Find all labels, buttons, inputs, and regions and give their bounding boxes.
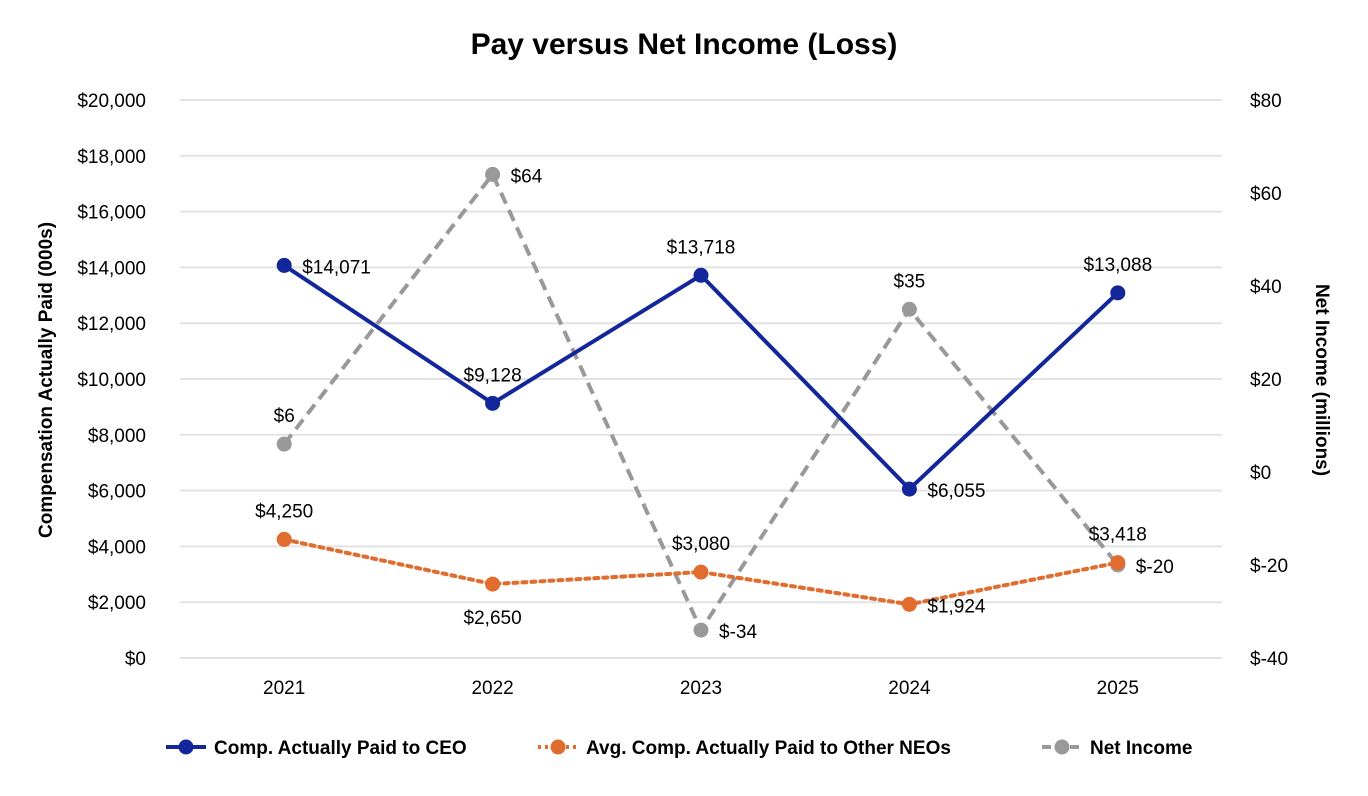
x-axis-ticks: 2021 2022 2023 2024 2025	[263, 678, 1139, 699]
right-tick-label: $60	[1250, 184, 1282, 205]
left-tick-label: $4,000	[88, 537, 146, 558]
x-tick-label: 2023	[680, 678, 722, 699]
right-tick-label: $-40	[1250, 649, 1288, 670]
data-label: $3,418	[1089, 525, 1147, 546]
data-point	[1110, 555, 1126, 571]
legend-swatch-marker	[178, 739, 194, 755]
legend-item: Comp. Actually Paid to CEO	[166, 738, 467, 759]
data-label: $9,128	[464, 365, 522, 386]
data-labels-layer: $6 $64 $-34 $35 $-20 $4,250 $2,650 $3,080 $1,924…	[255, 166, 1174, 643]
legend-swatch-marker	[550, 739, 566, 755]
data-point	[693, 267, 709, 283]
right-tick-label: $40	[1250, 277, 1282, 298]
data-label: $6,055	[927, 481, 985, 502]
legend-label: Comp. Actually Paid to CEO	[214, 738, 467, 759]
left-tick-label: $2,000	[88, 593, 146, 614]
data-label: $14,071	[302, 257, 371, 278]
data-point	[901, 301, 917, 317]
legend-item: Avg. Comp. Actually Paid to Other NEOs	[538, 738, 951, 759]
left-tick-label: $8,000	[88, 426, 146, 447]
data-label: $6	[274, 406, 295, 427]
data-label: $64	[511, 166, 543, 187]
legend-label: Avg. Comp. Actually Paid to Other NEOs	[586, 738, 951, 759]
data-label: $-20	[1136, 557, 1174, 578]
data-label: $35	[894, 271, 926, 292]
data-label: $-34	[719, 622, 757, 643]
data-point	[901, 481, 917, 497]
left-tick-label: $12,000	[77, 314, 146, 335]
data-label: $13,088	[1083, 255, 1152, 276]
data-point	[276, 257, 292, 273]
left-tick-label: $10,000	[77, 370, 146, 391]
x-tick-label: 2021	[263, 678, 305, 699]
legend-label: Net Income	[1090, 738, 1192, 759]
right-tick-label: $-20	[1250, 556, 1288, 577]
right-axis-label: Net Income (millions)	[1311, 284, 1332, 476]
data-point	[1110, 285, 1126, 301]
legend: Comp. Actually Paid to CEO Avg. Comp. Act…	[166, 738, 1192, 759]
x-tick-label: 2024	[888, 678, 931, 699]
right-tick-label: $80	[1250, 91, 1282, 112]
data-point	[485, 166, 501, 182]
left-tick-label: $14,000	[77, 258, 146, 279]
series-0	[276, 257, 1126, 497]
data-point	[276, 436, 292, 452]
legend-item: Net Income	[1042, 738, 1192, 759]
left-tick-label: $20,000	[77, 91, 146, 112]
left-tick-label: $18,000	[77, 147, 146, 168]
data-label: $4,250	[255, 501, 313, 522]
right-tick-label: $20	[1250, 370, 1282, 391]
data-point	[901, 596, 917, 612]
data-label: $2,650	[464, 608, 522, 629]
data-point	[485, 576, 501, 592]
data-label: $13,718	[667, 237, 736, 258]
data-label: $3,080	[672, 534, 730, 555]
left-tick-label: $0	[125, 649, 146, 670]
left-tick-label: $6,000	[88, 482, 146, 503]
legend-swatch-marker	[1054, 739, 1070, 755]
series-line	[283, 263, 1120, 492]
series-1	[276, 531, 1126, 612]
chart-title: Pay versus Net Income (Loss)	[471, 28, 898, 61]
data-point	[276, 531, 292, 547]
series-layer	[276, 166, 1126, 638]
left-axis-ticks: $0 $2,000 $4,000 $6,000 $8,000 $10,000 $12,000…	[77, 91, 146, 670]
gridlines	[180, 99, 1222, 659]
x-tick-label: 2022	[471, 678, 513, 699]
data-label: $1,924	[927, 596, 986, 617]
right-tick-label: $0	[1250, 463, 1271, 484]
data-point	[485, 395, 501, 411]
data-point	[693, 564, 709, 580]
data-point	[693, 622, 709, 638]
x-tick-label: 2025	[1097, 678, 1139, 699]
left-tick-label: $16,000	[77, 203, 146, 224]
right-axis-ticks: $-40 $-20 $0 $20 $40 $60 $80	[1250, 91, 1288, 670]
series-2	[276, 166, 1126, 638]
left-axis-label: Compensation Actually Paid (000s)	[36, 222, 57, 538]
